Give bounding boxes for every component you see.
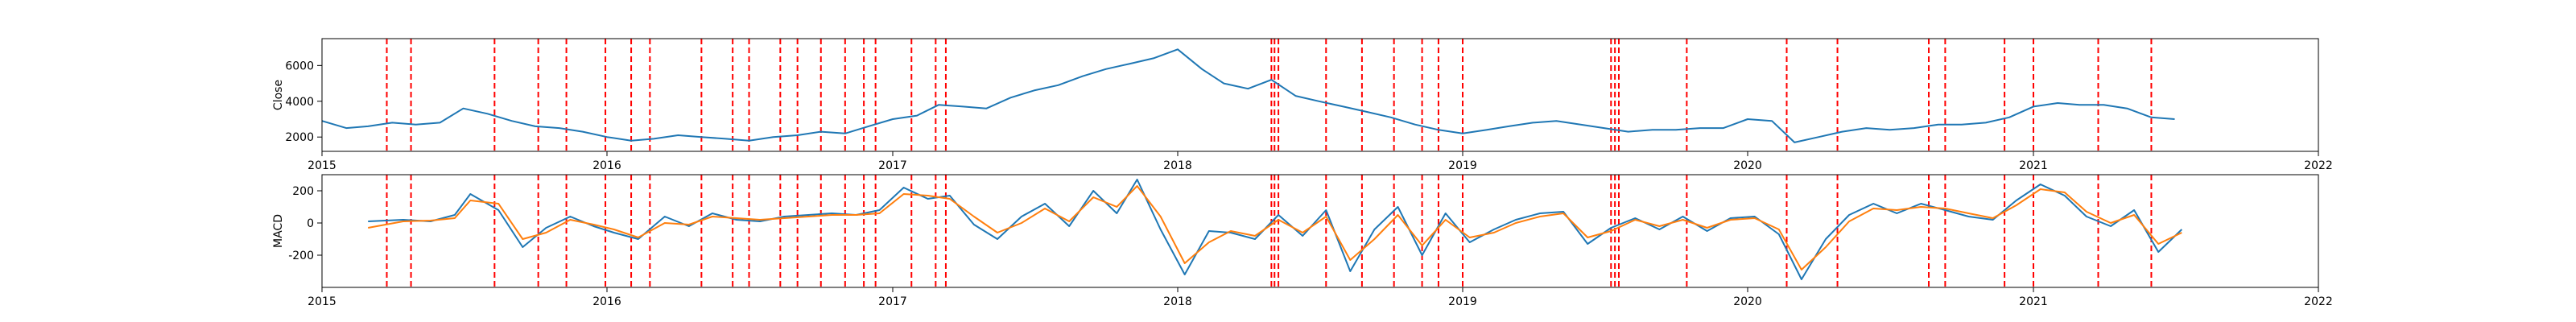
macd-x-ticks: 2015 2016 2017 2018 2019 2020 2021 2022 (308, 287, 2333, 308)
x-tick-label: 2016 (592, 295, 621, 308)
y-tick-label: 4000 (285, 96, 314, 109)
x-tick-label: 2020 (1733, 295, 1762, 308)
close-y-axis-label: Close (272, 80, 285, 110)
signal-line (368, 185, 2182, 270)
close-line (321, 48, 2175, 143)
x-tick-label: 2015 (308, 295, 336, 308)
x-tick-label: 2021 (2019, 295, 2048, 308)
close-series (321, 48, 2175, 143)
macd-panel: 200 0 -200 2015 2016 2017 2018 2019 2020 2021 202… (272, 174, 2333, 308)
x-tick-label: 2016 (592, 159, 621, 172)
macd-y-ticks: 200 0 -200 (288, 185, 322, 262)
x-tick-label: 2019 (1448, 295, 1477, 308)
y-tick-label: 0 (307, 217, 314, 230)
close-panel: 2000 4000 6000 2015 2016 2017 2018 2019 2020 202… (272, 38, 2333, 172)
macd-line (368, 179, 2182, 280)
x-tick-label: 2020 (1733, 159, 1762, 172)
x-tick-label: 2021 (2019, 159, 2048, 172)
x-tick-label: 2017 (878, 295, 907, 308)
x-tick-label: 2022 (2304, 295, 2333, 308)
x-tick-label: 2015 (308, 159, 336, 172)
x-tick-label: 2018 (1163, 159, 1192, 172)
macd-axes-frame (321, 174, 2319, 288)
macd-event-markers (386, 175, 2153, 287)
x-tick-label: 2017 (878, 159, 907, 172)
y-tick-label: 200 (292, 185, 314, 198)
y-tick-label: 6000 (285, 60, 314, 72)
macd-y-axis-label: MACD (272, 214, 285, 248)
close-y-ticks: 2000 4000 6000 (285, 60, 322, 144)
close-x-ticks: 2015 2016 2017 2018 2019 2020 2021 2022 (308, 151, 2333, 172)
macd-series (368, 179, 2182, 280)
x-tick-label: 2018 (1163, 295, 1192, 308)
x-tick-label: 2022 (2304, 159, 2333, 172)
y-tick-label: 2000 (285, 131, 314, 144)
y-tick-label: -200 (288, 250, 314, 262)
close-axes-frame (321, 38, 2319, 152)
x-tick-label: 2019 (1448, 159, 1477, 172)
